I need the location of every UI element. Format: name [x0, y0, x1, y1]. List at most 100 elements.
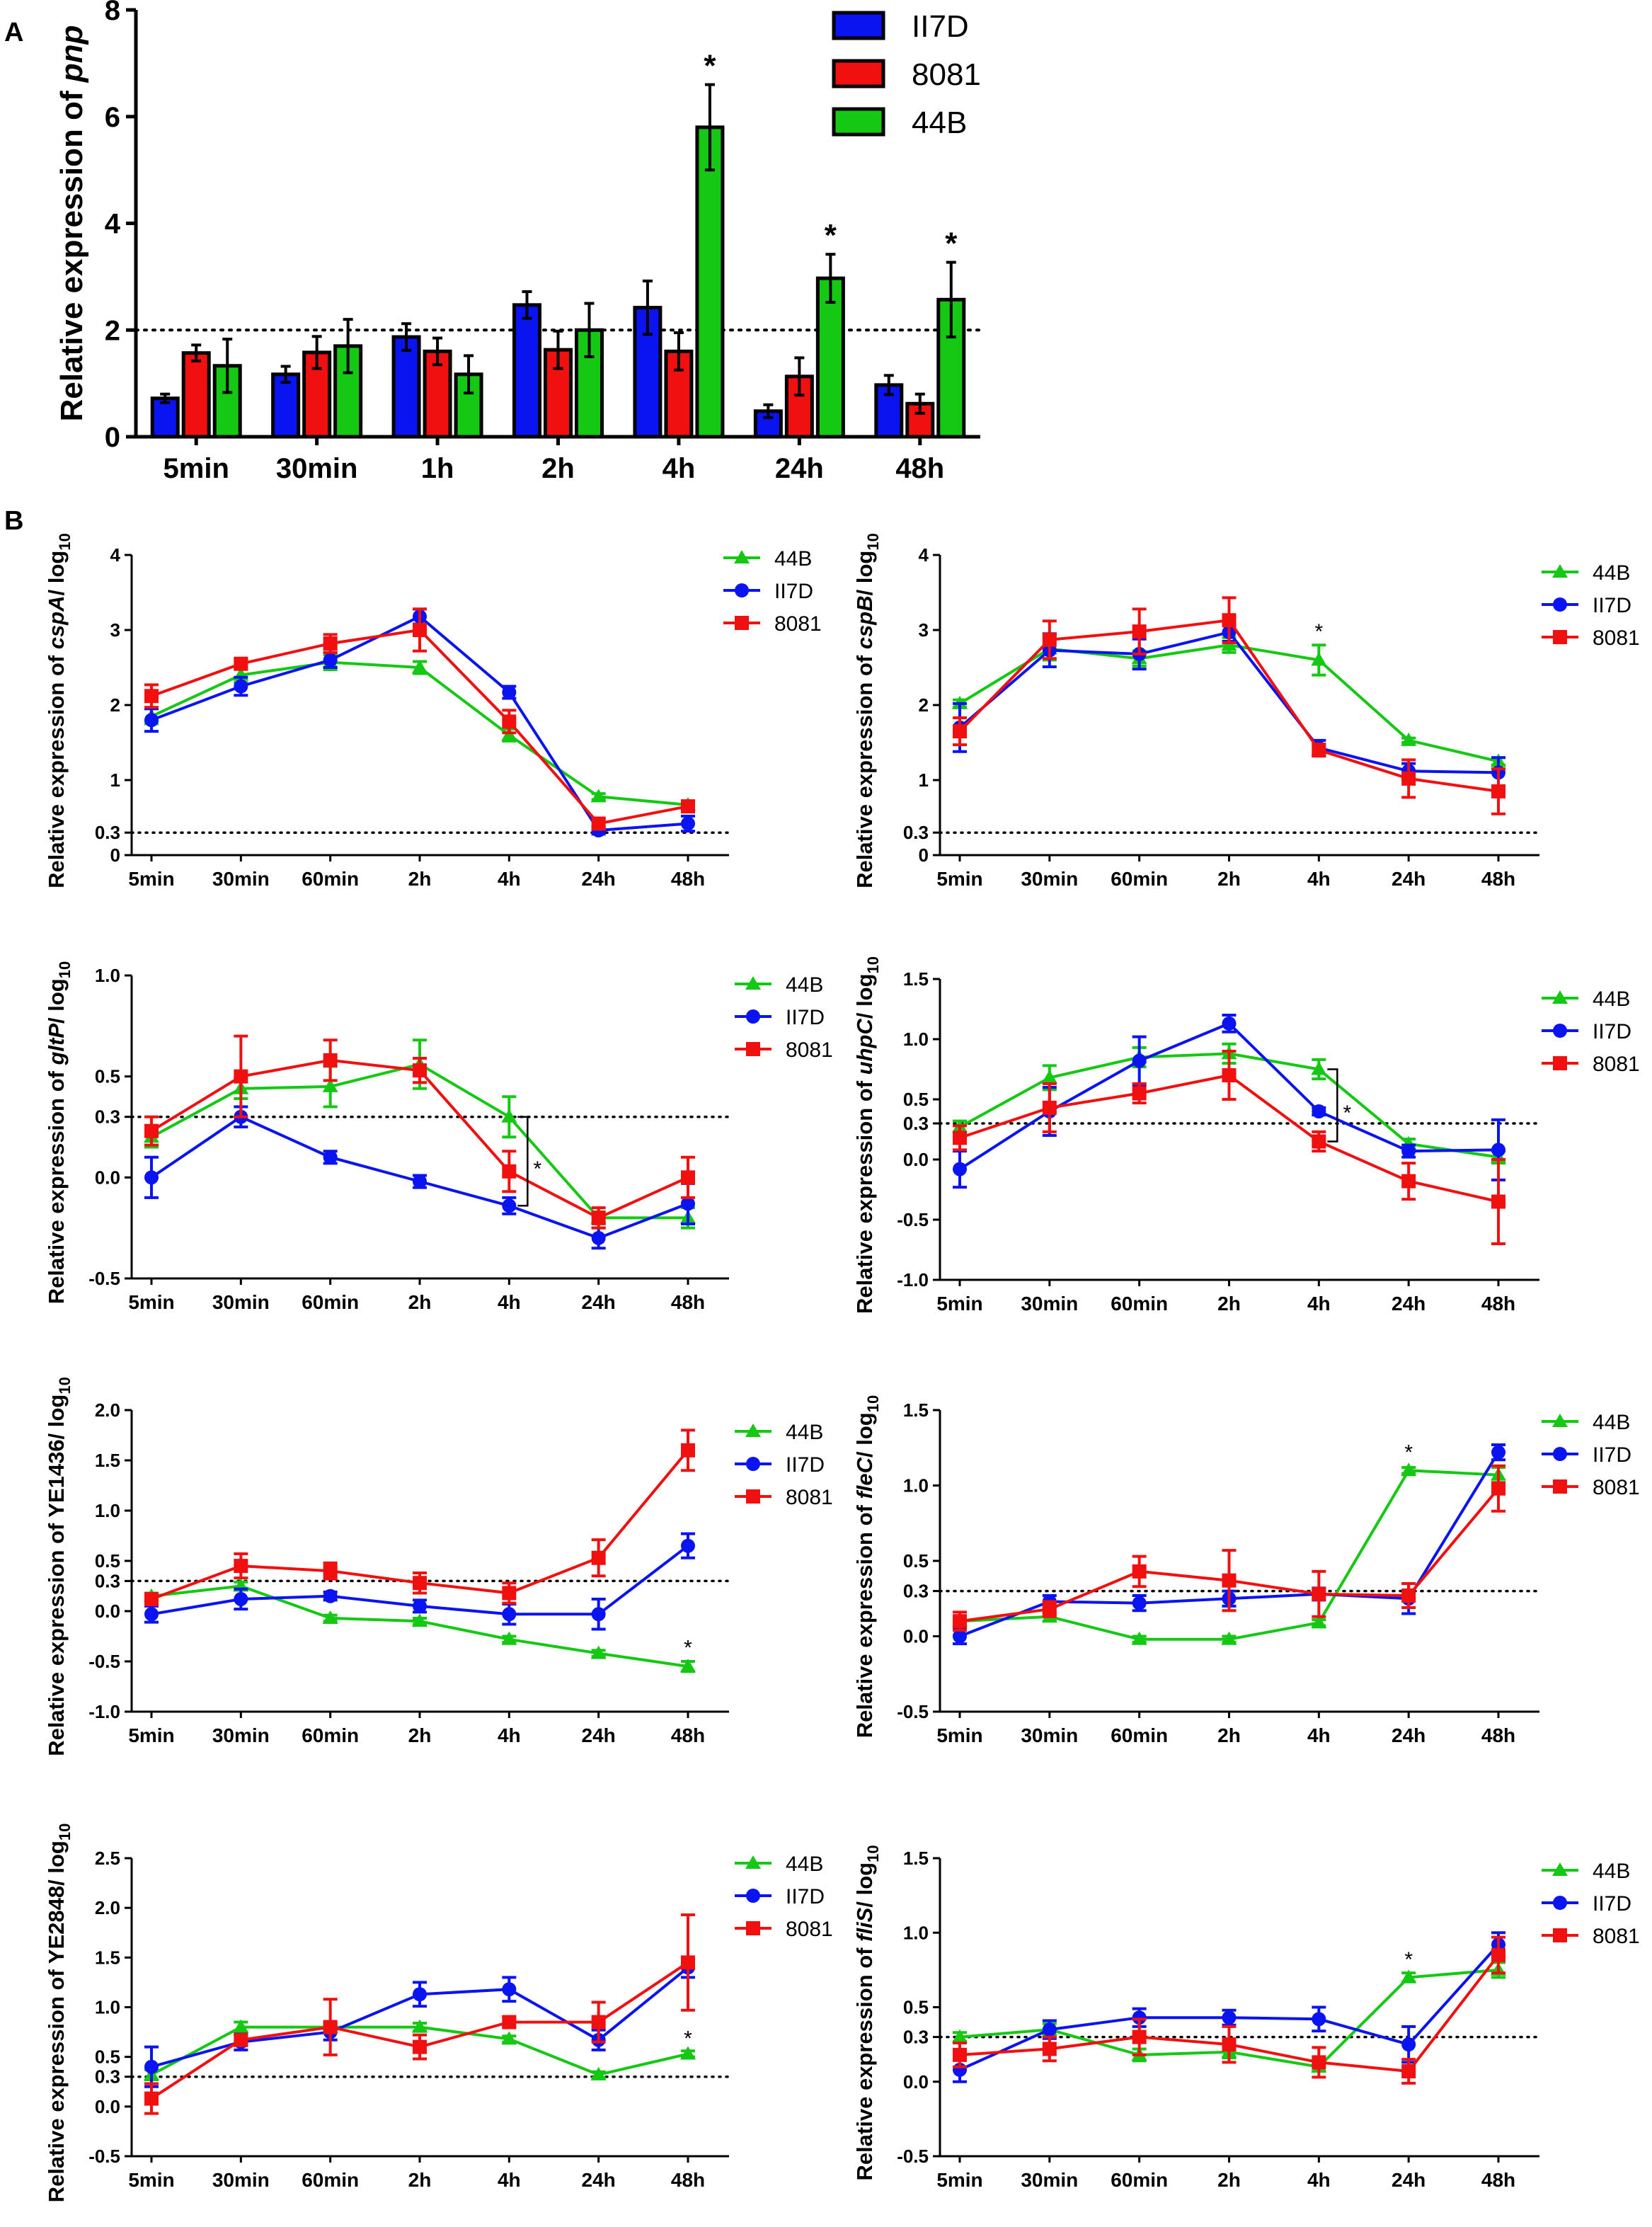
y-tick-label: 0.5 [903, 1997, 929, 2018]
y-axis-label-prefix: Relative expression of [44, 649, 69, 888]
point-8081-2h [413, 623, 427, 637]
point-8081-5min [144, 1591, 159, 1606]
y-tick-label: 0.0 [95, 1167, 120, 1188]
point-44b-24h [1401, 732, 1417, 746]
series-line-44b [958, 643, 1499, 763]
point-ii7d-48h [681, 1538, 695, 1553]
x-tick-label-48h: 48h [895, 453, 944, 484]
y-tick-label: 6 [105, 102, 120, 133]
legend-label-8081: 8081 [786, 1486, 833, 1509]
point-8081-4h [502, 1586, 517, 1601]
y-tick-label: 2 [105, 315, 120, 346]
legend-marker-ii7d [746, 1009, 760, 1024]
y-axis-label-subscript: 10 [56, 1824, 74, 1840]
y-tick-label: 4 [919, 544, 929, 566]
legend-label-ii7d: II7D [786, 1885, 825, 1908]
y-axis-label-suffix: / log [852, 973, 877, 1019]
point-ii7d-5min [953, 1162, 967, 1177]
point-44b-2h [412, 2019, 428, 2033]
legend-label-ii7d: II7D [1593, 1892, 1631, 1916]
legend-marker-8081 [746, 1042, 760, 1056]
y-tick-label: -1.0 [897, 1269, 929, 1290]
legend-marker-8081 [746, 1921, 760, 1935]
legend-label-44b: 44B [774, 547, 812, 571]
legend-label-44b: 44B [786, 1421, 823, 1444]
y-tick-label: 1.5 [903, 1848, 929, 1869]
ye2848-line-chart: * -0.5 0.0 0.30.5 1.0 1.5 2.0 2.5 5min 30min 60min… [44, 1824, 833, 2203]
x-tick-label-60min: 60min [302, 1291, 359, 1313]
x-tick-label-24h: 24h [1392, 2169, 1426, 2191]
y-tick-label: 1.5 [95, 1947, 120, 1968]
y-tick-label: 0.5 [95, 1550, 120, 1572]
point-44b-2h [412, 660, 428, 673]
x-tick-label-2h: 2h [1217, 1293, 1241, 1315]
legend-label-44b: 44B [1593, 1860, 1630, 1883]
y-tick-label: 1.5 [903, 1399, 929, 1421]
significance-asterisk: * [825, 218, 837, 253]
point-ii7d-4h [1312, 2012, 1326, 2027]
x-tick-label-24h: 24h [582, 1724, 616, 1746]
point-8081-5min [144, 689, 159, 704]
x-tick-label-60min: 60min [1111, 1724, 1168, 1746]
x-tick-label-48h: 48h [1481, 868, 1515, 890]
y-axis-label-subscript: 10 [56, 1377, 74, 1394]
bar-ii7d-5min [150, 396, 180, 439]
x-tick-label-24h: 24h [1392, 868, 1426, 890]
x-tick-label-24h: 24h [1392, 1724, 1426, 1746]
x-tick-label-5min: 5min [936, 868, 982, 890]
legend-label-ii7d: II7D [774, 580, 813, 603]
point-8081-24h [591, 1550, 606, 1565]
y-tick-label: 0 [110, 845, 120, 866]
point-44b-30min [1041, 1070, 1057, 1084]
point-44b-4h [501, 1109, 517, 1123]
point-8081-4h [502, 1164, 517, 1179]
point-8081-2h [413, 1063, 427, 1078]
y-tick-label: 2 [110, 694, 120, 716]
y-tick-label: 2.5 [95, 1848, 120, 1869]
point-8081-60min [323, 1053, 338, 1067]
legend-marker-ii7d [1553, 1024, 1567, 1038]
y-axis-label: Relative expression of YE2848/ log10 [44, 1824, 74, 2203]
x-tick-label-5min: 5min [936, 1293, 982, 1315]
point-ii7d-60min [323, 1588, 338, 1603]
x-tick-label-4h: 4h [1307, 868, 1331, 890]
x-tick-label-30min: 30min [276, 453, 358, 484]
point-44b-24h [590, 2066, 607, 2080]
y-axis-label-prefix: Relative expression of YE2848/ log [44, 1840, 69, 2202]
legend-swatch-44b [832, 107, 885, 137]
y-tick-label: 1.0 [95, 1500, 120, 1521]
y-tick-label: 1.0 [903, 1922, 929, 1943]
point-ii7d-2h [413, 1987, 427, 2002]
legend-marker-ii7d [1553, 1896, 1567, 1910]
point-ii7d-30min [1042, 2022, 1057, 2037]
x-tick-label-2h: 2h [541, 453, 575, 484]
x-tick-label-60min: 60min [302, 2169, 359, 2191]
y-axis-label: Relative expression of cspA/ log10 [44, 533, 74, 888]
significance-asterisk: * [1404, 1441, 1413, 1465]
y-tick-label: 2.0 [95, 1897, 120, 1918]
y-tick-label: 0.0 [903, 1149, 929, 1170]
point-44b-4h [501, 1631, 517, 1645]
point-ii7d-5min [144, 2059, 159, 2074]
gltp-line-chart: * -0.5 0.0 0.3 0.5 1.0 5min 30min 60min 2h 4h 24h 48… [44, 961, 833, 1313]
y-axis-label-gene: cspA [44, 595, 69, 649]
y-axis-label-prefix: Relative expression of [852, 1499, 877, 1739]
x-tick-label-5min: 5min [128, 1724, 174, 1746]
x-tick-label-5min: 5min [128, 2169, 174, 2191]
x-tick-label-5min: 5min [164, 453, 229, 484]
point-8081-60min [1132, 1564, 1147, 1579]
legend-label-44b: 44B [1593, 987, 1630, 1011]
x-tick-label-30min: 30min [212, 1724, 270, 1746]
point-8081-48h [1491, 1194, 1505, 1209]
y-axis-label: Relative expression of YE1436/ log10 [44, 1377, 74, 1756]
y-tick-label: -0.5 [897, 2146, 929, 2167]
y-tick-label: 0.3 [903, 822, 929, 843]
y-axis-label-subscript: 10 [56, 961, 74, 978]
bar-ii7d-2h [512, 303, 541, 439]
legend-marker-44b [745, 1424, 761, 1437]
point-44b-60min [322, 1078, 338, 1092]
point-ii7d-5min [144, 1170, 159, 1185]
x-tick-label-60min: 60min [1111, 868, 1168, 890]
y-axis-label-prefix: Relative expression of [55, 82, 89, 421]
y-tick-label: 2.0 [95, 1399, 120, 1421]
